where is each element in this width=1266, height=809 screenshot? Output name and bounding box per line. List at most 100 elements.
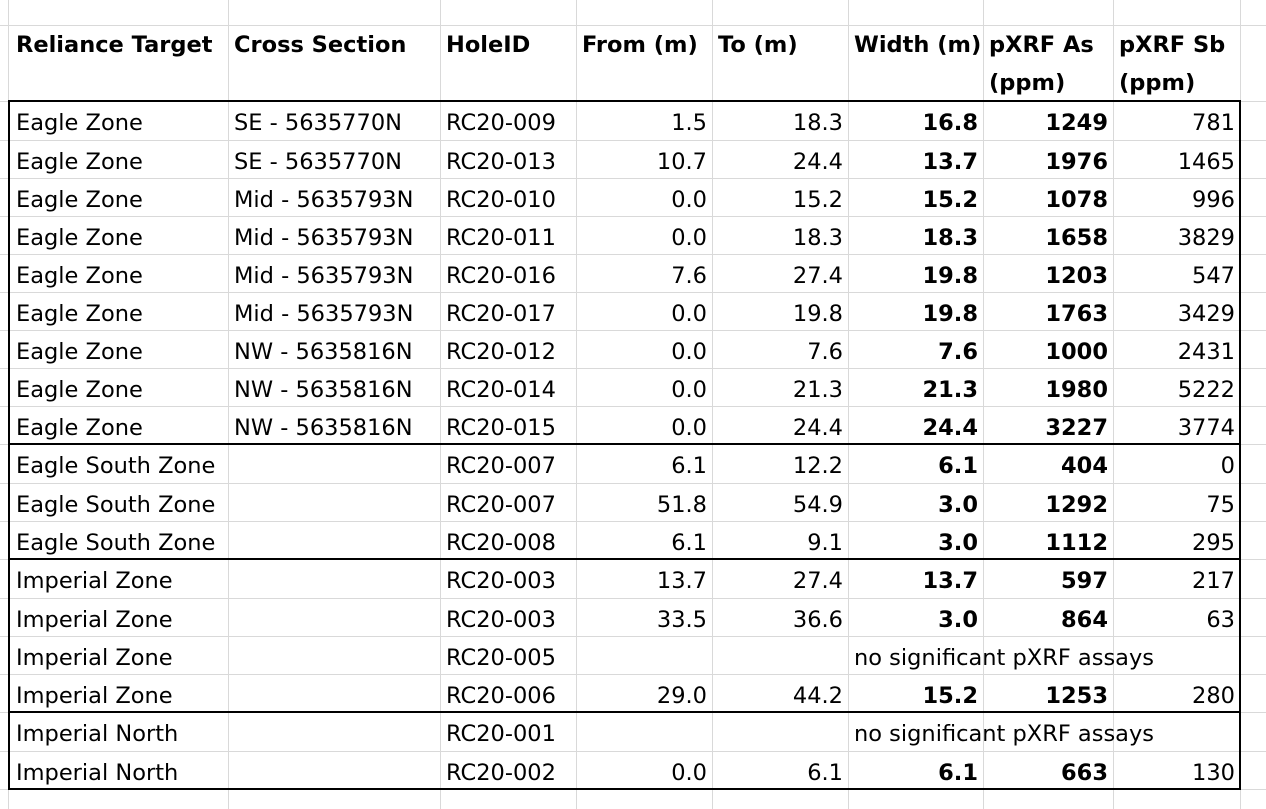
cell-to: 21.3 — [792, 377, 843, 403]
cell-cross-section: Mid - 5635793N — [234, 187, 414, 213]
cell-from: 33.5 — [656, 607, 707, 633]
cell-sb: 5222 — [1177, 377, 1235, 403]
cell-width: 24.4 — [922, 415, 978, 441]
cell-width: 13.7 — [922, 568, 978, 594]
cell-holeid: RC20-007 — [446, 453, 556, 479]
cell-to: 44.2 — [792, 683, 843, 709]
cell-to: 18.3 — [792, 225, 843, 251]
cell-sb: 75 — [1206, 492, 1235, 518]
cell-holeid: RC20-017 — [446, 301, 556, 327]
cell-cross-section: SE - 5635770N — [234, 110, 402, 136]
cell-holeid: RC20-014 — [446, 377, 556, 403]
cell-target: Imperial Zone — [16, 645, 173, 671]
cell-note: no significant pXRF assays — [854, 721, 1154, 747]
header-width: Width (m) — [854, 32, 982, 58]
header-pxrf-as: pXRF As — [989, 32, 1094, 58]
cell-from: 0.0 — [671, 187, 707, 213]
cell-width: 3.0 — [938, 607, 978, 633]
cell-holeid: RC20-006 — [446, 683, 556, 709]
cell-cross-section: Mid - 5635793N — [234, 301, 414, 327]
cell-sb: 217 — [1192, 568, 1235, 594]
cell-target: Eagle Zone — [16, 263, 143, 289]
cell-as: 1078 — [1045, 187, 1108, 213]
cell-holeid: RC20-012 — [446, 339, 556, 365]
header-holeid: HoleID — [446, 32, 531, 58]
cell-sb: 63 — [1206, 607, 1235, 633]
cell-to: 27.4 — [792, 568, 843, 594]
cell-cross-section: SE - 5635770N — [234, 149, 402, 175]
cell-holeid: RC20-009 — [446, 110, 556, 136]
cell-to: 24.4 — [792, 415, 843, 441]
cell-to: 12.2 — [792, 453, 843, 479]
cell-as: 1249 — [1045, 110, 1108, 136]
cell-from: 13.7 — [656, 568, 707, 594]
cell-width: 21.3 — [922, 377, 978, 403]
cell-as: 864 — [1061, 607, 1108, 633]
cell-holeid: RC20-001 — [446, 721, 556, 747]
cell-target: Eagle Zone — [16, 149, 143, 175]
cell-target: Eagle South Zone — [16, 530, 216, 556]
cell-to: 27.4 — [792, 263, 843, 289]
header-cross-section: Cross Section — [234, 32, 407, 58]
cell-width: 19.8 — [922, 263, 978, 289]
cell-to: 36.6 — [792, 607, 843, 633]
header-to: To (m) — [718, 32, 798, 58]
cell-note: no significant pXRF assays — [854, 645, 1154, 671]
cell-from: 0.0 — [671, 225, 707, 251]
cell-from: 0.0 — [671, 760, 707, 786]
header-pxrf-as-unit: (ppm) — [989, 70, 1066, 96]
cell-holeid: RC20-003 — [446, 568, 556, 594]
cell-from: 0.0 — [671, 339, 707, 365]
cell-target: Imperial North — [16, 760, 179, 786]
cell-as: 1763 — [1045, 301, 1108, 327]
cell-to: 7.6 — [807, 339, 843, 365]
cell-target: Eagle Zone — [16, 339, 143, 365]
header-pxrf-sb: pXRF Sb — [1119, 32, 1226, 58]
cell-holeid: RC20-011 — [446, 225, 556, 251]
cell-sb: 1465 — [1177, 149, 1235, 175]
cell-cross-section: Mid - 5635793N — [234, 263, 414, 289]
cell-width: 6.1 — [938, 453, 978, 479]
cell-to: 9.1 — [807, 530, 843, 556]
cell-as: 1980 — [1045, 377, 1108, 403]
cell-to: 19.8 — [792, 301, 843, 327]
cell-as: 1292 — [1045, 492, 1108, 518]
cell-sb: 781 — [1192, 110, 1235, 136]
cell-from: 0.0 — [671, 377, 707, 403]
cell-from: 0.0 — [671, 415, 707, 441]
cell-as: 663 — [1061, 760, 1108, 786]
cell-target: Imperial Zone — [16, 683, 173, 709]
cell-holeid: RC20-015 — [446, 415, 556, 441]
cell-sb: 2431 — [1177, 339, 1235, 365]
cell-sb: 130 — [1192, 760, 1235, 786]
cell-as: 1976 — [1045, 149, 1108, 175]
cell-as: 1112 — [1045, 530, 1108, 556]
cell-cross-section: NW - 5635816N — [234, 377, 413, 403]
cell-from: 51.8 — [656, 492, 707, 518]
cell-target: Eagle Zone — [16, 187, 143, 213]
cell-sb: 295 — [1192, 530, 1235, 556]
cell-holeid: RC20-013 — [446, 149, 556, 175]
cell-target: Imperial Zone — [16, 568, 173, 594]
cell-as: 1253 — [1045, 683, 1108, 709]
cell-holeid: RC20-005 — [446, 645, 556, 671]
cell-to: 6.1 — [807, 760, 843, 786]
cell-width: 19.8 — [922, 301, 978, 327]
cell-sb: 3774 — [1177, 415, 1235, 441]
cell-width: 18.3 — [922, 225, 978, 251]
cell-holeid: RC20-002 — [446, 760, 556, 786]
cell-target: Eagle Zone — [16, 377, 143, 403]
cell-holeid: RC20-010 — [446, 187, 556, 213]
cell-target: Eagle South Zone — [16, 453, 216, 479]
cell-holeid: RC20-007 — [446, 492, 556, 518]
cell-as: 1203 — [1045, 263, 1108, 289]
cell-target: Eagle Zone — [16, 225, 143, 251]
cell-target: Imperial North — [16, 721, 179, 747]
cell-as: 404 — [1061, 453, 1108, 479]
cell-width: 3.0 — [938, 492, 978, 518]
cell-from: 1.5 — [671, 110, 707, 136]
cell-to: 54.9 — [792, 492, 843, 518]
cell-sb: 0 — [1220, 453, 1235, 479]
cell-holeid: RC20-008 — [446, 530, 556, 556]
cell-from: 6.1 — [671, 530, 707, 556]
